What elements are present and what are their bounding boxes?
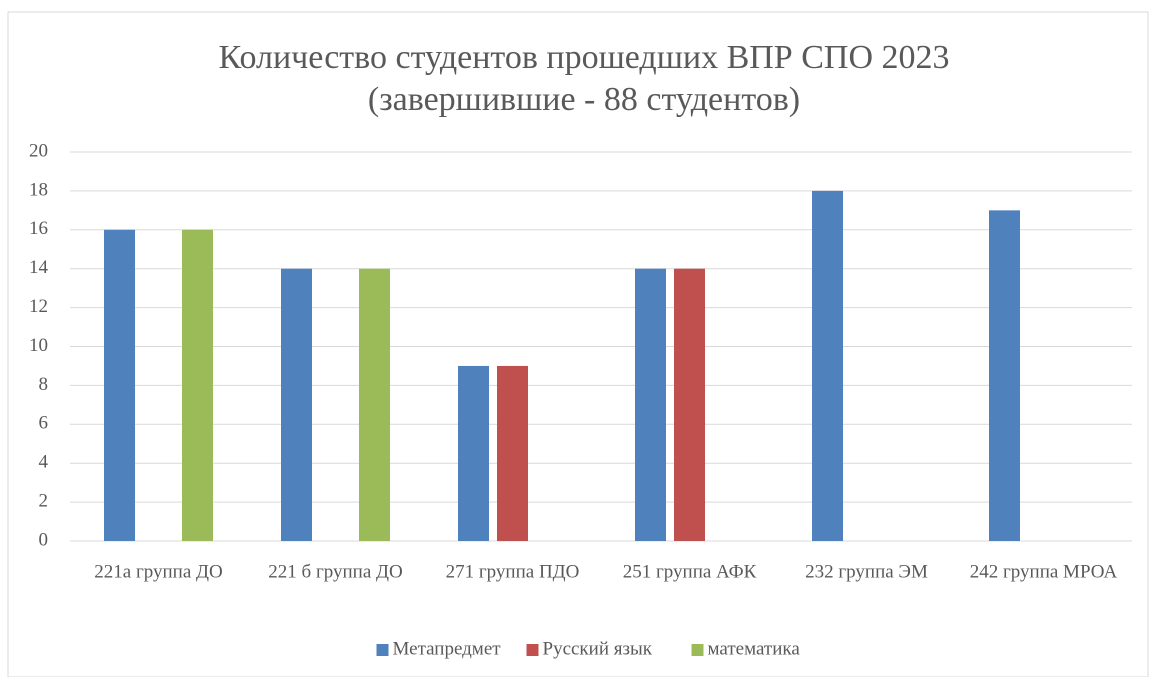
bar: [989, 210, 1020, 541]
bar: [812, 190, 843, 541]
legend-swatch: [526, 644, 539, 656]
x-tick-label: 242 группа МРОА: [970, 561, 1118, 582]
legend-label: Русский язык: [543, 638, 653, 659]
bar: [281, 268, 312, 541]
legend-label: математика: [708, 638, 801, 659]
x-tick-label: 221а группа ДО: [94, 561, 222, 582]
x-tick-label: 271 группа ПДО: [446, 561, 580, 582]
bar: [458, 365, 489, 541]
y-tick-label: 6: [39, 413, 49, 434]
bar: [359, 268, 390, 541]
y-tick-label: 8: [39, 374, 49, 395]
y-tick-label: 4: [39, 452, 49, 473]
y-tick-label: 12: [29, 296, 48, 317]
chart-title: Количество студентов прошедших ВПР СПО 2…: [218, 39, 949, 76]
legend-swatch: [691, 644, 704, 656]
bar: [182, 229, 213, 542]
bar: [635, 268, 666, 541]
x-tick-label: 232 группа ЭМ: [805, 561, 928, 582]
y-tick-label: 20: [29, 140, 48, 161]
y-tick-label: 14: [29, 257, 49, 278]
x-tick-label: 221 б группа ДО: [268, 561, 402, 582]
legend-swatch: [376, 644, 389, 656]
y-tick-label: 10: [29, 335, 48, 356]
y-tick-label: 18: [29, 179, 48, 200]
legend-label: Метапредмет: [393, 638, 502, 659]
bar: [104, 229, 135, 542]
bar: [497, 365, 528, 541]
bar: [674, 268, 705, 541]
y-tick-label: 0: [39, 529, 49, 550]
y-tick-label: 16: [29, 218, 48, 239]
chart-subtitle: (завершившие - 88 студентов): [368, 81, 800, 118]
y-tick-label: 2: [39, 490, 49, 511]
x-tick-label: 251 группа АФК: [623, 561, 757, 582]
